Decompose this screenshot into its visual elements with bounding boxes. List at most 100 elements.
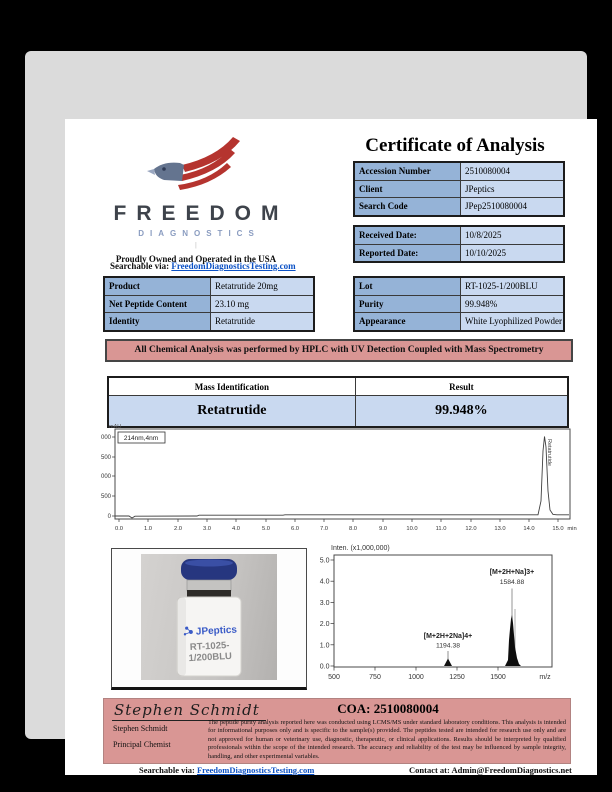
table-row: Lot RT-1025-1/200BLU (353, 276, 565, 296)
y-tick: 5.0 (320, 558, 330, 565)
reported-date-value: 10/10/2025 (460, 243, 565, 263)
y-tick: 3.0 (320, 600, 330, 607)
received-date-value: 10/8/2025 (460, 225, 565, 245)
searchable-label: Searchable via: (110, 261, 170, 271)
x-tick: 1.0 (144, 526, 152, 532)
received-date-label: Received Date: (353, 225, 461, 245)
vial-lot-line1: RT-1025- (190, 640, 230, 653)
detector-label: 214nm,4nm (124, 435, 158, 442)
x-tick: 750 (369, 674, 381, 681)
ms-peak2-mz: 1584.88 (500, 579, 525, 586)
chrom-y-axis-label: mAU (109, 424, 121, 430)
x-tick: 8.0 (349, 526, 357, 532)
vial-lot-line2: 1/200BLU (188, 651, 232, 664)
x-tick: 4.0 (232, 526, 240, 532)
signer-name: Stephen Schmidt (113, 724, 168, 733)
x-tick: 7.0 (320, 526, 328, 532)
freedom-diagnostics-logo: FREEDOM DIAGNOSTICS | Proudly Owned and … (85, 137, 307, 264)
lot-label: Lot (353, 276, 461, 296)
detector-label-box (117, 431, 166, 444)
product-label: Product (103, 276, 211, 296)
jpeptics-molecule-icon (183, 626, 193, 636)
dates-table: Received Date: 10/8/2025 Reported Date: … (353, 225, 565, 263)
logo-subtitle-text: DIAGNOSTICS (138, 229, 260, 238)
x-tick: 10.0 (406, 526, 417, 532)
table-row: Net Peptide Content 23.10 mg (103, 294, 315, 313)
chrom-trace (115, 436, 569, 519)
table-row: Reported Date: 10/10/2025 (353, 243, 565, 263)
x-tick: 0.0 (115, 526, 123, 532)
client-value: JPeptics (460, 179, 565, 198)
ms-peak1 (444, 658, 452, 666)
y-tick: 500 (101, 494, 112, 500)
net-peptide-content-value: 23.10 mg (210, 294, 315, 313)
x-tick: 11.0 (436, 526, 447, 532)
appearance-value: White Lyophilized Powder (460, 312, 565, 331)
x-tick: 13.0 (494, 526, 505, 532)
eagle-flag-icon (147, 137, 240, 190)
ms-x-axis-label: m/z (539, 674, 551, 681)
hplc-chromatogram: mAU 214nm,4nm 0 500 1000 1500 2000 (98, 423, 581, 537)
chrom-x-ticklabels: 0.0 1.0 2.0 3.0 4.0 5.0 6.0 7.0 8.0 9.0 … (115, 526, 564, 532)
x-tick: 3.0 (203, 526, 211, 532)
y-tick: 1500 (101, 455, 112, 461)
accession-number-value: 2510080004 (460, 161, 565, 181)
chrom-y-tickmarks (112, 436, 115, 517)
y-tick: 0.0 (320, 664, 330, 671)
y-tick: 2000 (101, 435, 112, 441)
signature-script: Stephen Schmidt (112, 701, 266, 721)
table-row: Accession Number 2510080004 (353, 161, 565, 181)
footer-searchable: Searchable via: FreedomDiagnosticsTestin… (139, 765, 314, 775)
x-tick: 500 (328, 674, 340, 681)
table-row: Mass Identification Result (107, 376, 569, 396)
vial-brand-text: JPeptics (196, 625, 238, 638)
y-tick: 2.0 (320, 621, 330, 628)
logo-brand-text: FREEDOM (113, 202, 289, 225)
page-sheet: FREEDOM DIAGNOSTICS | Proudly Owned and … (25, 51, 597, 775)
search-code-value: JPep2510080004 (460, 197, 565, 216)
chrom-x-axis-label: min (567, 526, 576, 532)
table-row: Retatrutide 99.948% (107, 395, 569, 428)
footer-searchable-link[interactable]: FreedomDiagnosticsTesting.com (196, 765, 315, 775)
ms-y-axis-label: Inten. (x1,000,000) (331, 545, 390, 552)
ms-y-ticklabels: 0.0 1.0 2.0 3.0 4.0 5.0 (320, 558, 330, 671)
appearance-label: Appearance (353, 312, 461, 331)
y-tick: 1.0 (320, 642, 330, 649)
table-row: Purity 99.948% (353, 294, 565, 313)
accession-table: Accession Number 2510080004 Client JPept… (353, 161, 565, 217)
ms-peak1-label: [M+2H+2Na]4+ (424, 633, 472, 640)
x-tick: 15.0 (552, 526, 563, 532)
lot-value: RT-1025-1/200BLU (460, 276, 565, 296)
vial-body (176, 596, 242, 677)
ms-x-tickmarks (333, 667, 499, 671)
lot-table: Lot RT-1025-1/200BLU Purity 99.948% Appe… (353, 276, 565, 332)
mass-id-value: Retatrutide (107, 395, 356, 428)
result-value: 99.948% (354, 395, 569, 428)
accession-number-label: Accession Number (353, 161, 461, 181)
coa-number-heading: COA: 2510080004 (337, 701, 439, 716)
ms-y-tickmarks (330, 559, 334, 667)
searchable-link-top[interactable]: FreedomDiagnosticsTesting.com (171, 261, 296, 271)
table-row: Appearance White Lyophilized Powder (353, 312, 565, 331)
chrom-plot-area (114, 428, 571, 520)
identity-label: Identity (103, 312, 211, 331)
footer-contact: Contact at: Admin@FreedomDiagnostics.net (409, 765, 572, 775)
table-row: Received Date: 10/8/2025 (353, 225, 565, 245)
chrom-peak-label: Retatrutide (546, 439, 552, 466)
certificate-page: FREEDOM DIAGNOSTICS | Proudly Owned and … (65, 119, 597, 775)
vial-photo: JPeptics RT-1025- 1/200BLU (141, 554, 277, 680)
y-tick: 4.0 (320, 579, 330, 586)
search-code-label: Search Code (353, 197, 461, 216)
y-tick: 0 (108, 514, 112, 520)
mass-spectrum-chart: Inten. (x1,000,000) 0.0 1.0 2.0 3.0 4.0 … (317, 539, 605, 689)
chrom-x-tickmarks (118, 519, 559, 522)
purity-value: 99.948% (460, 294, 565, 313)
table-row: Search Code JPep2510080004 (353, 197, 565, 216)
x-tick: 5.0 (262, 526, 270, 532)
chrom-y-ticklabels: 0 500 1000 1500 2000 (98, 435, 112, 520)
x-tick: 2.0 (174, 526, 182, 532)
purity-label: Purity (353, 294, 461, 313)
reported-date-label: Reported Date: (353, 243, 461, 263)
mass-identification-table: Mass Identification Result Retatrutide 9… (107, 376, 569, 428)
x-tick: 1250 (449, 674, 465, 681)
